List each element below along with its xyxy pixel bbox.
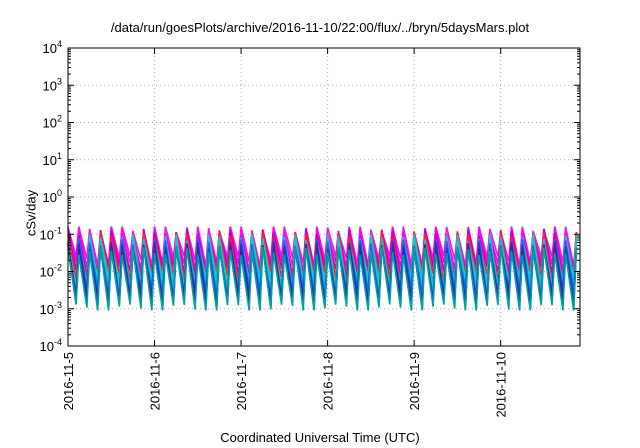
y-tick-label: 101 <box>43 151 62 168</box>
y-axis: 104 103 102 101 100 10-1 10-2 10-3 10-4 <box>40 39 580 354</box>
x-tick-label: 2016-11-7 <box>234 352 249 410</box>
x-tick-label: 2016-11-8 <box>321 352 336 410</box>
series-group <box>67 226 578 311</box>
x-tick-label: 2016-11-6 <box>148 352 163 410</box>
y-tick-label: 10-2 <box>40 263 62 280</box>
chart-title: /data/run/goesPlots/archive/2016-11-10/2… <box>110 20 530 35</box>
y-tick-label: 10-1 <box>40 225 62 242</box>
y-tick-label: 100 <box>43 188 62 205</box>
y-tick-label: 104 <box>43 39 62 56</box>
x-tick-label: 2016-11-10 <box>494 352 509 418</box>
grid-lines <box>68 48 580 346</box>
x-tick-label: 2016-11-9 <box>407 352 422 410</box>
y-tick-label: 102 <box>43 114 62 131</box>
x-tick-label: 2016-11-5 <box>61 352 76 410</box>
y-tick-label: 10-4 <box>40 337 62 354</box>
y-tick-label: 103 <box>43 76 62 93</box>
series-line <box>67 246 578 311</box>
x-axis: 2016-11-5 2016-11-6 2016-11-7 2016-11-8 2016… <box>61 48 509 418</box>
y-axis-label: cSv/day <box>23 189 39 237</box>
y-tick-label: 10-3 <box>40 300 62 317</box>
x-axis-label: Coordinated Universal Time (UTC) <box>220 430 420 445</box>
